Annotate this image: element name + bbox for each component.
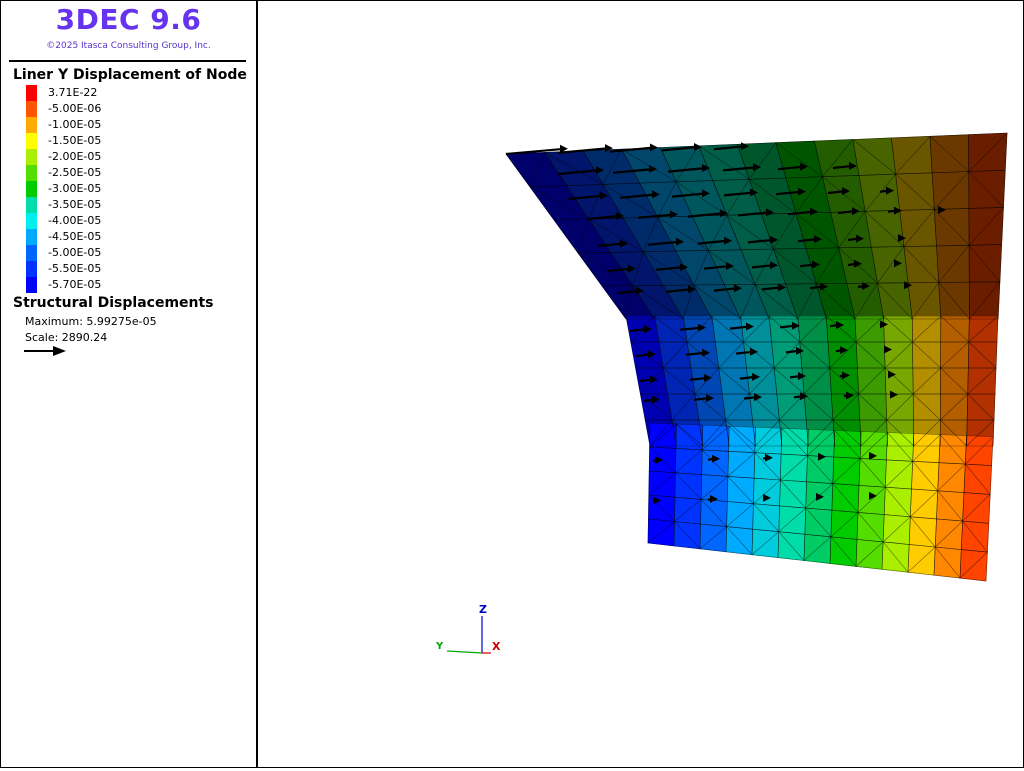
mesh-zone [940, 316, 969, 446]
contour-swatch [26, 181, 37, 197]
contour-swatch [26, 277, 37, 293]
contour-label: -4.00E-05 [48, 215, 101, 227]
contour-label: -3.00E-05 [48, 183, 101, 195]
contour-label: -5.70E-05 [48, 279, 101, 291]
displacement-vector [610, 144, 658, 152]
contour-label: -5.00E-05 [48, 247, 101, 259]
y-axis-line [447, 651, 482, 653]
title-divider [9, 60, 246, 62]
displacement-scale: Scale: 2890.24 [25, 331, 107, 344]
contour-swatch [26, 149, 37, 165]
displacement-maximum: Maximum: 5.99275e-05 [25, 315, 157, 328]
mesh-zone [969, 133, 1008, 319]
contour-label: -1.50E-05 [48, 135, 101, 147]
contour-swatch [26, 261, 37, 277]
mesh-zone [912, 316, 941, 446]
mesh-zone [752, 427, 782, 557]
contour-swatch [26, 229, 37, 245]
contour-label: 3.71E-22 [48, 87, 97, 99]
app-title: 3DEC 9.6 [1, 3, 256, 36]
model-viewport[interactable]: Z Y X [258, 1, 1024, 767]
contour-swatch [26, 133, 37, 149]
liner-contour-mesh: Z Y X [258, 1, 1024, 767]
contour-label: -4.50E-05 [48, 231, 101, 243]
contour-legend-title: Liner Y Displacement of Node [13, 67, 247, 83]
contour-label: -1.00E-05 [48, 119, 101, 131]
contour-label: -2.50E-05 [48, 167, 101, 179]
contour-swatch [26, 213, 37, 229]
mesh-zone [648, 423, 676, 546]
contour-label: -5.00E-06 [48, 103, 101, 115]
contour-swatch [26, 101, 37, 117]
vector-scale-arrow-icon [23, 344, 69, 358]
contour-swatch [26, 245, 37, 261]
copyright-text: ©2025 Itasca Consulting Group, Inc. [1, 41, 256, 51]
contour-label: -5.50E-05 [48, 263, 101, 275]
contour-swatch [26, 197, 37, 213]
contour-swatch [26, 165, 37, 181]
mesh-zone [884, 316, 914, 446]
y-axis-label: Y [435, 641, 444, 652]
contour-swatch [26, 117, 37, 133]
z-axis-label: Z [479, 603, 487, 616]
contour-label: -3.50E-05 [48, 199, 101, 211]
displacement-legend-title: Structural Displacements [13, 295, 214, 311]
axis-triad: Z Y X [435, 603, 501, 653]
contour-swatch [26, 85, 37, 101]
x-axis-label: X [492, 640, 501, 653]
legend-panel: 3DEC 9.6 ©2025 Itasca Consulting Group, … [1, 1, 258, 767]
contour-label: -2.00E-05 [48, 151, 101, 163]
mesh-zone [967, 316, 998, 446]
